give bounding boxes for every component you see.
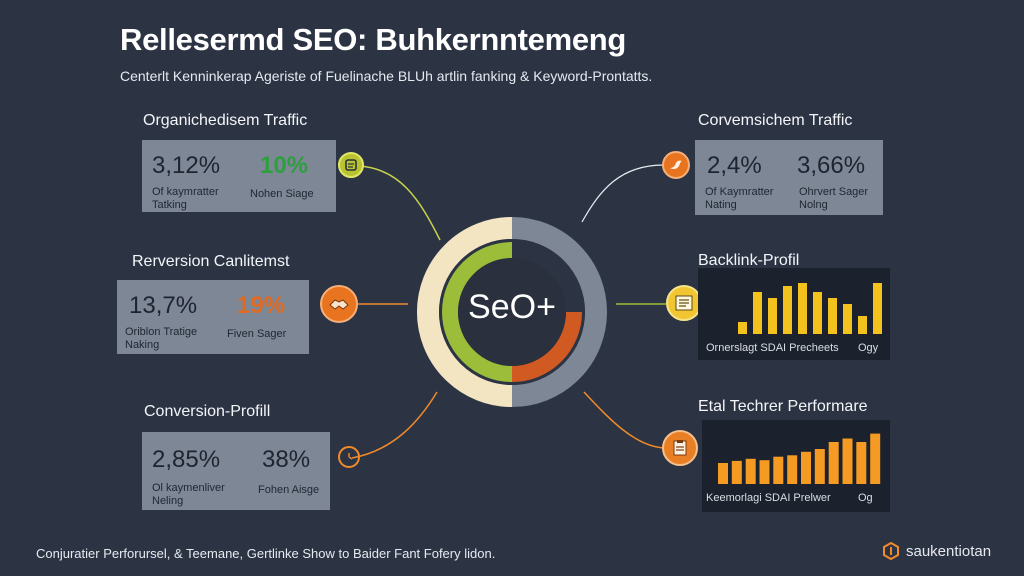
document-icon <box>338 152 364 178</box>
bar <box>738 322 747 334</box>
metric-caption: Ol kaymenliver Neling <box>152 482 225 507</box>
brand-icon <box>883 542 899 560</box>
bar-chart-svg <box>718 433 881 484</box>
connector-line <box>357 165 441 241</box>
bar <box>814 449 825 484</box>
center-label: SeO+ <box>468 288 556 326</box>
bar <box>753 292 762 334</box>
bar <box>828 298 837 334</box>
connector-line <box>583 391 665 449</box>
seo-donut <box>417 217 607 407</box>
brand-logo: saukentiotan <box>882 542 991 560</box>
backlink-chart: Ornerslagt SDAI Precheets Ogy <box>698 268 890 360</box>
metric-card: 2,4% 3,66% Of Kaymratter Nating Ohrvert S… <box>695 140 883 215</box>
chart-caption: Og <box>858 492 873 504</box>
bar <box>873 283 882 334</box>
chart-caption: Keemorlagi SDAI Prelwer <box>706 492 831 504</box>
bar <box>870 433 881 484</box>
metric-value: 10% <box>260 152 309 179</box>
metric-caption: Of kaymratter Tatking <box>152 186 219 211</box>
section-label: Conversion-Profill <box>144 403 271 420</box>
bar <box>745 458 756 484</box>
connector-line <box>581 164 665 223</box>
metric-caption: Fiven Sager <box>227 328 287 340</box>
metric-card: 3,12% 10% Of kaymratter Tatking Nohen Sia… <box>142 140 336 212</box>
bar <box>787 455 798 484</box>
handshake-icon <box>320 285 358 323</box>
bar <box>773 456 784 484</box>
metric-value: 3,66% <box>797 152 866 179</box>
performance-chart: Keemorlagi SDAI Prelwer Og <box>702 420 890 512</box>
metric-card: 2,85% 38% Ol kaymenliver Neling Fohen Ais… <box>142 432 330 510</box>
metric-caption: Oriblon Tratige Naking <box>125 326 198 351</box>
brand-name: saukentiotan <box>906 542 992 560</box>
page-title: Rellesermd SEO: Buhkernntemeng <box>120 22 627 57</box>
bar <box>843 304 852 334</box>
metric-caption: Of Kaymratter Nating <box>705 186 774 211</box>
chart-caption: Ogy <box>858 342 879 354</box>
page-subtitle: Centerlt Kenninkerap Ageriste of Fuelina… <box>120 68 653 84</box>
bar <box>759 460 770 484</box>
bar <box>783 286 792 334</box>
bar <box>801 451 811 484</box>
metric-value: 2,85% <box>152 446 221 473</box>
section-label: Backlink-Profil <box>698 252 800 269</box>
footer-text: Conjuratier Perforursel, & Teemane, Gert… <box>36 546 496 561</box>
bar <box>856 442 867 484</box>
section-label: Organichedisem Traffic <box>143 112 308 129</box>
clock-icon <box>338 446 360 468</box>
metric-value: 13,7% <box>129 292 198 319</box>
metric-caption: Nohen Siage <box>250 188 314 200</box>
metric-caption: Fohen Aisge <box>258 484 320 496</box>
bar <box>842 438 853 484</box>
section-label: Rerversion Canlitemst <box>132 253 290 270</box>
chart-caption: Ornerslagt SDAI Precheets <box>706 342 839 354</box>
metric-caption: Ohrvert Sager Nolng <box>799 186 869 211</box>
bar <box>798 283 807 334</box>
metric-value: 3,12% <box>152 152 221 179</box>
metric-card: 13,7% 19% Oriblon Tratige Naking Fiven Sa… <box>117 280 309 354</box>
clipboard-icon <box>662 430 698 466</box>
bar <box>731 460 742 484</box>
metric-value: 38% <box>262 446 311 473</box>
metric-value: 2,4% <box>707 152 762 179</box>
bar <box>813 292 822 334</box>
bar <box>828 442 839 484</box>
bar-chart-svg <box>738 283 882 334</box>
bar <box>768 298 777 334</box>
bar <box>718 463 728 484</box>
bird-icon <box>662 151 690 179</box>
metric-value: 19% <box>237 292 286 319</box>
section-label: Corvemsichem Traffic <box>698 112 853 129</box>
checklist-icon <box>666 285 702 321</box>
bar <box>858 316 867 334</box>
section-label: Etal Techrer Performare <box>698 398 868 415</box>
connector-line <box>351 391 438 459</box>
